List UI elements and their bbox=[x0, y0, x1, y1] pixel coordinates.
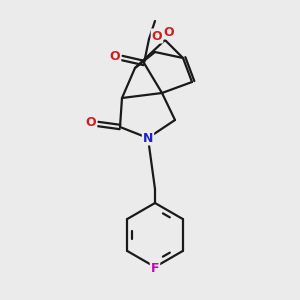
Text: O: O bbox=[152, 29, 162, 43]
Text: N: N bbox=[143, 131, 153, 145]
Text: O: O bbox=[164, 26, 174, 38]
Text: O: O bbox=[86, 116, 96, 130]
Text: O: O bbox=[110, 50, 120, 64]
Text: F: F bbox=[151, 262, 159, 275]
